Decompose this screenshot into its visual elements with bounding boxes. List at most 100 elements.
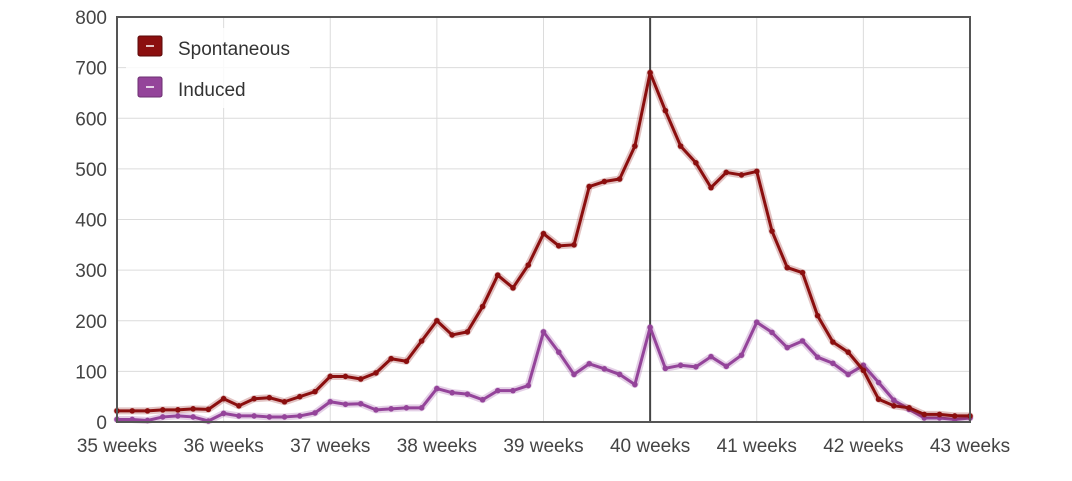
- data-point-spontaneous[interactable]: [449, 332, 455, 338]
- data-point-spontaneous[interactable]: [190, 406, 196, 412]
- data-point-spontaneous[interactable]: [479, 303, 486, 310]
- data-point-induced[interactable]: [357, 400, 364, 407]
- data-point-spontaneous[interactable]: [845, 349, 851, 355]
- data-point-spontaneous[interactable]: [875, 396, 882, 403]
- data-point-induced[interactable]: [753, 319, 760, 326]
- data-point-spontaneous[interactable]: [906, 405, 912, 411]
- data-point-spontaneous[interactable]: [251, 395, 257, 402]
- data-point-induced[interactable]: [814, 354, 821, 361]
- data-point-spontaneous[interactable]: [159, 407, 166, 413]
- data-point-induced[interactable]: [616, 371, 623, 378]
- data-point-induced[interactable]: [403, 405, 410, 411]
- data-point-spontaneous[interactable]: [266, 394, 273, 401]
- data-point-induced[interactable]: [510, 387, 516, 394]
- data-point-induced[interactable]: [464, 391, 471, 397]
- data-point-spontaneous[interactable]: [281, 398, 288, 405]
- data-point-induced[interactable]: [220, 410, 227, 417]
- data-point-induced[interactable]: [266, 414, 273, 420]
- data-point-spontaneous[interactable]: [799, 269, 806, 276]
- data-point-spontaneous[interactable]: [693, 160, 699, 166]
- data-point-induced[interactable]: [799, 338, 806, 344]
- data-point-spontaneous[interactable]: [555, 243, 562, 249]
- data-point-spontaneous[interactable]: [205, 406, 212, 413]
- data-point-induced[interactable]: [845, 371, 851, 378]
- data-point-spontaneous[interactable]: [677, 143, 684, 149]
- data-point-spontaneous[interactable]: [434, 317, 440, 324]
- data-point-induced[interactable]: [647, 324, 653, 331]
- data-point-spontaneous[interactable]: [738, 172, 745, 178]
- data-point-spontaneous[interactable]: [632, 143, 638, 149]
- data-point-spontaneous[interactable]: [525, 262, 532, 268]
- data-point-spontaneous[interactable]: [296, 393, 303, 400]
- data-point-spontaneous[interactable]: [753, 168, 760, 175]
- data-point-spontaneous[interactable]: [936, 411, 943, 418]
- data-point-spontaneous[interactable]: [784, 264, 791, 271]
- data-point-spontaneous[interactable]: [708, 184, 714, 191]
- data-point-induced[interactable]: [388, 406, 394, 412]
- data-point-induced[interactable]: [236, 413, 242, 419]
- data-point-induced[interactable]: [281, 414, 288, 420]
- data-point-spontaneous[interactable]: [830, 339, 836, 345]
- data-point-induced[interactable]: [479, 396, 486, 403]
- data-point-induced[interactable]: [586, 360, 593, 367]
- data-point-induced[interactable]: [434, 385, 440, 392]
- data-point-spontaneous[interactable]: [891, 403, 897, 409]
- data-point-induced[interactable]: [784, 344, 791, 351]
- data-point-induced[interactable]: [342, 401, 349, 408]
- data-point-induced[interactable]: [327, 398, 334, 405]
- data-point-spontaneous[interactable]: [129, 408, 136, 414]
- data-point-induced[interactable]: [190, 414, 196, 420]
- data-point-induced[interactable]: [891, 397, 897, 404]
- data-point-spontaneous[interactable]: [510, 285, 516, 291]
- data-point-spontaneous[interactable]: [601, 178, 608, 185]
- data-point-spontaneous[interactable]: [342, 373, 349, 380]
- data-point-spontaneous[interactable]: [860, 367, 867, 374]
- data-point-induced[interactable]: [830, 360, 836, 367]
- data-point-induced[interactable]: [525, 382, 532, 389]
- data-point-induced[interactable]: [296, 413, 303, 419]
- data-point-induced[interactable]: [662, 365, 669, 372]
- data-point-induced[interactable]: [555, 349, 562, 355]
- legend-item-spontaneous[interactable]: Spontaneous: [137, 35, 290, 60]
- data-point-spontaneous[interactable]: [418, 338, 425, 344]
- data-point-spontaneous[interactable]: [540, 230, 547, 237]
- data-point-spontaneous[interactable]: [494, 272, 501, 278]
- data-point-induced[interactable]: [601, 366, 608, 372]
- data-point-spontaneous[interactable]: [388, 355, 394, 362]
- data-point-induced[interactable]: [251, 413, 257, 419]
- data-point-spontaneous[interactable]: [403, 358, 410, 365]
- data-point-induced[interactable]: [708, 353, 714, 360]
- data-point-spontaneous[interactable]: [357, 376, 364, 382]
- legend-item-induced[interactable]: Induced: [137, 76, 246, 101]
- data-point-induced[interactable]: [723, 363, 730, 370]
- data-point-spontaneous[interactable]: [769, 228, 775, 234]
- data-point-induced[interactable]: [738, 352, 745, 358]
- data-point-spontaneous[interactable]: [144, 408, 151, 414]
- data-point-spontaneous[interactable]: [814, 312, 821, 319]
- data-point-induced[interactable]: [159, 414, 166, 420]
- data-point-spontaneous[interactable]: [220, 395, 227, 402]
- data-point-spontaneous[interactable]: [327, 373, 334, 380]
- data-point-induced[interactable]: [693, 364, 699, 370]
- data-point-induced[interactable]: [875, 379, 882, 386]
- data-point-induced[interactable]: [129, 416, 136, 423]
- data-point-spontaneous[interactable]: [175, 407, 181, 413]
- data-point-spontaneous[interactable]: [464, 329, 471, 335]
- data-point-induced[interactable]: [175, 413, 181, 419]
- data-point-spontaneous[interactable]: [647, 69, 653, 76]
- data-point-spontaneous[interactable]: [586, 183, 593, 190]
- data-point-induced[interactable]: [418, 405, 425, 411]
- data-point-spontaneous[interactable]: [662, 107, 669, 114]
- data-point-spontaneous[interactable]: [951, 413, 958, 419]
- data-point-spontaneous[interactable]: [373, 370, 379, 376]
- data-point-induced[interactable]: [373, 407, 379, 413]
- data-point-spontaneous[interactable]: [616, 176, 623, 182]
- data-point-spontaneous[interactable]: [723, 169, 730, 176]
- data-point-induced[interactable]: [540, 329, 547, 335]
- data-point-spontaneous[interactable]: [236, 403, 242, 409]
- data-point-spontaneous[interactable]: [571, 242, 577, 248]
- data-point-spontaneous[interactable]: [921, 411, 928, 418]
- data-point-induced[interactable]: [769, 329, 775, 336]
- data-point-induced[interactable]: [312, 410, 318, 416]
- data-point-induced[interactable]: [571, 371, 577, 378]
